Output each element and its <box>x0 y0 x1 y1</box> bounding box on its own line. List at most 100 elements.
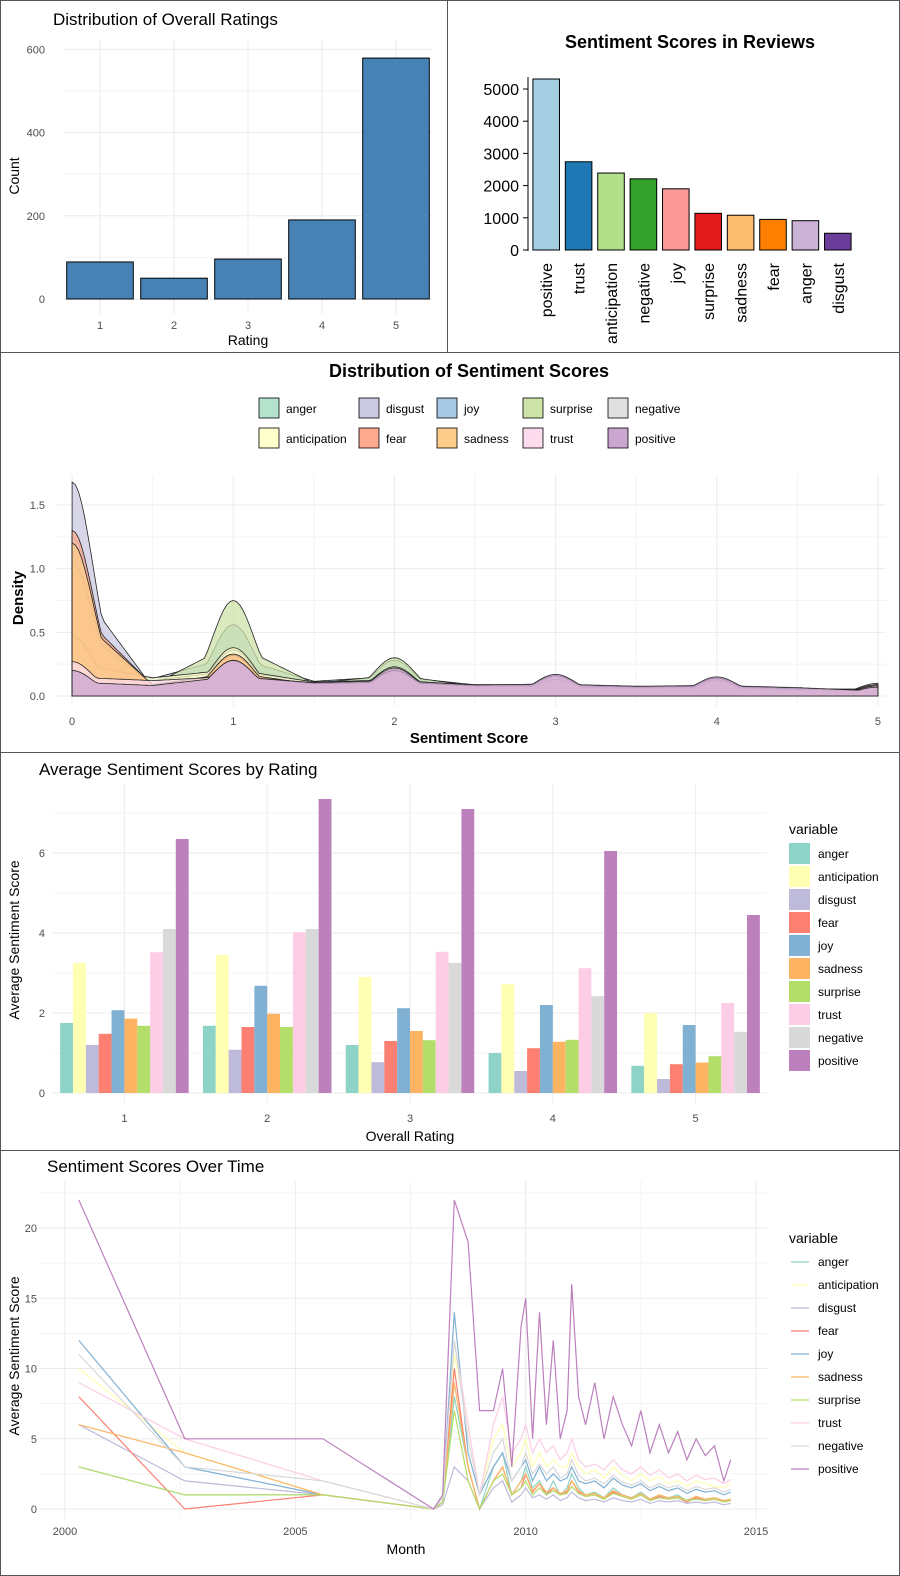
density-chart: Distribution of Sentiment Scores anger dis… <box>10 361 886 747</box>
legend-key-surprise <box>789 981 810 1002</box>
legend-label-trust: trust <box>818 1008 842 1022</box>
x-axis-title: Month <box>387 1541 426 1557</box>
y-axis-title: Average Sentiment Score <box>6 860 22 1019</box>
y-tick-label: 5 <box>31 1434 37 1446</box>
legend-label-disgust: disgust <box>386 402 425 416</box>
bar-joy <box>662 188 690 251</box>
line-surprise <box>78 1410 731 1511</box>
legend-key-trust <box>522 427 544 449</box>
legend-key-fear <box>789 912 810 933</box>
bar-anger-rating-3 <box>345 1045 359 1093</box>
y-tick-label: 0.0 <box>30 691 45 703</box>
bar-trust-rating-2 <box>292 932 306 1093</box>
x-axis-title: Sentiment Score <box>410 730 528 747</box>
bar-anticipation <box>597 172 625 251</box>
bar-surprise <box>694 212 722 251</box>
bar-anger <box>791 220 820 251</box>
bar-fear-rating-2 <box>241 1027 255 1093</box>
bar-anticipation-rating-2 <box>215 955 229 1093</box>
legend-label-surprise: surprise <box>818 985 861 999</box>
line-positive <box>78 1199 732 1510</box>
x-tick-label: 2000 <box>53 1526 77 1538</box>
legend-label-anger: anger <box>818 1255 849 1269</box>
y-axis-title: Average Sentiment Score <box>6 1276 22 1435</box>
x-tick-label: fear <box>766 262 783 290</box>
bar-trust <box>564 161 593 251</box>
legend-title: variable <box>789 1230 838 1246</box>
legend-key-anger <box>789 843 810 864</box>
bar-joy-rating-4 <box>539 1005 553 1093</box>
legend-title: variable <box>789 821 838 837</box>
legend-label-anger: anger <box>286 402 317 416</box>
y-tick-label: 20 <box>25 1223 37 1235</box>
bar-disgust-rating-2 <box>228 1049 242 1093</box>
bar-anticipation-rating-4 <box>501 984 515 1093</box>
bar-anticipation-rating-3 <box>358 977 372 1093</box>
x-tick-label: 2010 <box>513 1526 537 1538</box>
chart-title: Average Sentiment Scores by Rating <box>39 760 317 779</box>
legend-key-anger <box>258 397 280 419</box>
bar-anticipation-rating-1 <box>72 963 86 1093</box>
bar-surprise-rating-1 <box>137 1025 151 1093</box>
sentiment-totals-panel: Sentiment Scores in Reviews 0 1000 2000 3000… <box>447 0 900 353</box>
x-tick-label: 2 <box>391 716 397 728</box>
bar-joy-rating-3 <box>397 1008 410 1093</box>
legend-key-trust <box>789 1004 810 1025</box>
legend-label-surprise: surprise <box>550 402 593 416</box>
bar-trust-rating-5 <box>721 1003 735 1093</box>
line-negative <box>78 1340 731 1510</box>
bar-positive-rating-5 <box>747 915 760 1093</box>
bar-sadness-rating-5 <box>695 1062 709 1093</box>
bar-fear-rating-1 <box>98 1033 112 1093</box>
bar-anger-rating-5 <box>631 1065 645 1093</box>
x-tick-label: 0 <box>69 716 75 728</box>
y-tick-label: 2 <box>39 1008 45 1020</box>
bar-disgust-rating-5 <box>657 1079 670 1093</box>
bar-negative <box>629 178 658 251</box>
legend-key-joy <box>436 397 458 419</box>
legend-key-disgust <box>358 397 380 419</box>
x-tick-label: 4 <box>714 716 720 728</box>
y-tick-label: 0 <box>39 1088 45 1100</box>
bar-negative-rating-4 <box>591 996 605 1093</box>
bar-fear-rating-3 <box>384 1041 398 1093</box>
x-tick-label: 2015 <box>744 1526 768 1538</box>
legend-label-fear: fear <box>818 916 839 930</box>
y-tick-label: 200 <box>27 211 45 223</box>
bar-disgust <box>824 232 852 251</box>
x-tick-label: joy <box>669 263 686 284</box>
legend-label-anticipation: anticipation <box>818 870 879 884</box>
bar-sadness-rating-1 <box>124 1018 138 1093</box>
y-tick-label: 2000 <box>483 179 519 196</box>
line-anticipation <box>78 1354 732 1510</box>
chart-title: Distribution of Sentiment Scores <box>329 361 609 381</box>
legend-key-negative <box>607 397 629 419</box>
y-tick-label: 600 <box>27 44 45 56</box>
y-tick-label: 4000 <box>483 114 519 131</box>
x-tick-label: 3 <box>407 1113 413 1125</box>
x-tick-label: 4 <box>319 320 325 332</box>
x-tick-label: negative <box>636 263 653 324</box>
bar-surprise-rating-5 <box>708 1056 722 1093</box>
legend-label-sadness: sadness <box>464 432 509 446</box>
ratings-panel: Distribution of Overall Ratings 0 200 400 60… <box>0 0 448 353</box>
x-tick-label: sadness <box>734 263 751 323</box>
y-tick-label: 1.5 <box>30 500 45 512</box>
bar-rating-3 <box>214 258 282 300</box>
density-area-positive <box>71 659 879 697</box>
legend-key-positive <box>789 1050 810 1071</box>
legend-label-trust: trust <box>550 432 574 446</box>
x-tick-label: positive <box>539 263 556 317</box>
x-tick-label: 3 <box>245 320 251 332</box>
y-tick-label: 4 <box>39 928 45 940</box>
legend-label-surprise: surprise <box>818 1393 861 1407</box>
line-sadness <box>78 1382 731 1511</box>
line-joy <box>78 1312 731 1510</box>
x-tick-label: 2 <box>171 320 177 332</box>
bar-joy-rating-1 <box>111 1010 125 1093</box>
bar-sadness <box>726 214 755 251</box>
y-tick-label: 0.5 <box>30 627 45 639</box>
bar-joy-rating-5 <box>682 1025 696 1093</box>
y-tick-label: 5000 <box>483 82 519 99</box>
bar-joy-rating-2 <box>254 985 268 1093</box>
